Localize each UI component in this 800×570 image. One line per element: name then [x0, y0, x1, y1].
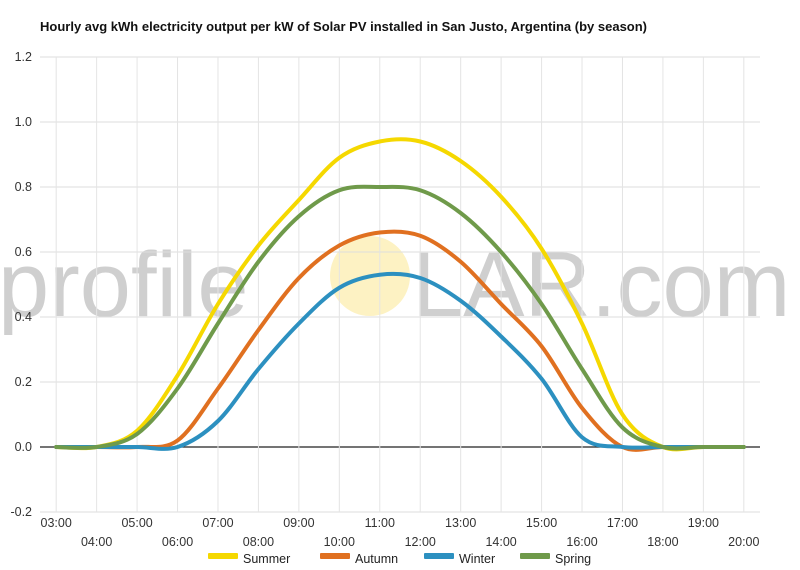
x-tick-label: 14:00 — [485, 535, 516, 549]
legend-label: Winter — [459, 552, 495, 566]
y-tick-label: 1.0 — [15, 115, 32, 129]
x-tick-label: 17:00 — [607, 516, 638, 530]
x-tick-label: 16:00 — [566, 535, 597, 549]
y-tick-label: 0.8 — [15, 180, 32, 194]
legend-swatch — [520, 553, 550, 559]
y-tick-label: 0.2 — [15, 375, 32, 389]
x-tick-label: 20:00 — [728, 535, 759, 549]
x-tick-label: 06:00 — [162, 535, 193, 549]
legend-item-winter[interactable]: Winter — [424, 552, 495, 566]
legend-label: Spring — [555, 552, 591, 566]
x-tick-label: 07:00 — [202, 516, 233, 530]
x-tick-label: 04:00 — [81, 535, 112, 549]
y-tick-label: -0.2 — [10, 505, 32, 519]
x-tick-label: 11:00 — [365, 516, 395, 530]
x-tick-label: 03:00 — [41, 516, 72, 530]
x-tick-label: 18:00 — [647, 535, 678, 549]
legend-item-autumn[interactable]: Autumn — [320, 552, 398, 566]
y-tick-label: 0.6 — [15, 245, 32, 259]
legend-swatch — [320, 553, 350, 559]
y-axis: -0.2 0.0 0.2 0.4 0.6 0.8 1.0 1.2 — [10, 50, 32, 519]
legend-item-summer[interactable]: Summer — [208, 552, 290, 566]
y-tick-label: 0.0 — [15, 440, 32, 454]
x-tick-label: 19:00 — [688, 516, 719, 530]
watermark-text-right: LAR.com — [412, 234, 790, 336]
series-line-spring — [54, 184, 746, 451]
legend-item-spring[interactable]: Spring — [520, 552, 591, 566]
x-tick-label: 08:00 — [243, 535, 274, 549]
legend-label: Summer — [243, 552, 290, 566]
watermark-text-left: profile — [0, 234, 249, 336]
y-tick-label: 0.4 — [15, 310, 32, 324]
chart-title: Hourly avg kWh electricity output per kW… — [40, 19, 648, 34]
x-tick-label: 15:00 — [526, 516, 557, 530]
series-line-winter — [54, 271, 746, 451]
watermark: profile LAR.com — [0, 234, 790, 336]
legend-label: Autumn — [355, 552, 398, 566]
x-tick-label: 05:00 — [121, 516, 152, 530]
y-tick-label: 1.2 — [15, 50, 32, 64]
x-tick-label: 13:00 — [445, 516, 476, 530]
legend-swatch — [208, 553, 238, 559]
legend-swatch — [424, 553, 454, 559]
x-tick-label: 10:00 — [324, 535, 355, 549]
series-group — [54, 137, 746, 452]
series-line-summer — [54, 137, 746, 452]
x-axis: 03:00 04:00 05:00 06:00 07:00 08:00 09:00 10:00… — [41, 516, 760, 549]
legend[interactable]: Summer Autumn Winter Spring — [208, 552, 591, 566]
x-tick-label: 12:00 — [405, 535, 436, 549]
x-tick-label: 09:00 — [283, 516, 314, 530]
